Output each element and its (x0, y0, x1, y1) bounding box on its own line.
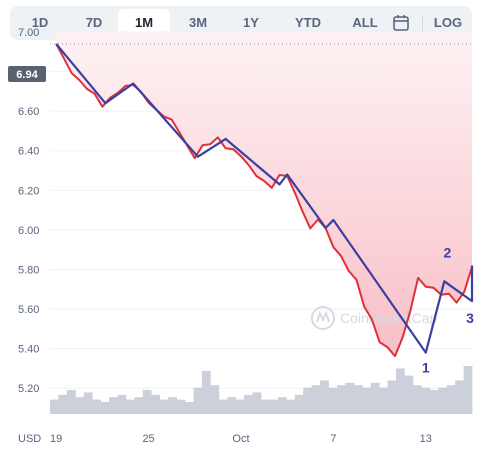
current-price-badge: 6.94 (8, 66, 46, 82)
y-tick-label: 5.40 (18, 344, 39, 356)
volume-bar (269, 399, 279, 414)
volume-bar (168, 397, 177, 414)
volume-bar (404, 375, 414, 414)
tab-all[interactable]: ALL (352, 15, 378, 30)
volume-bar (328, 387, 338, 414)
x-tick-label: 7 (330, 433, 336, 445)
volume-bar (193, 387, 203, 414)
annotation-label: 2 (443, 245, 451, 261)
volume-bar (370, 382, 380, 414)
volume-bars (50, 366, 473, 414)
volume-bar (75, 397, 85, 414)
y-axis-unit: USD (18, 433, 41, 445)
volume-bar (244, 394, 253, 414)
volume-bar (176, 399, 186, 414)
volume-bar (109, 397, 118, 414)
watermark-text: CoinMarketCap (340, 310, 437, 326)
volume-bar (126, 399, 135, 414)
y-tick-label: 6.20 (18, 185, 39, 197)
x-tick-label: 25 (142, 433, 154, 445)
y-tick-label: 6.00 (18, 225, 39, 237)
tab-ytd[interactable]: YTD (295, 15, 321, 30)
volume-bar (50, 399, 59, 414)
volume-bar (218, 399, 228, 414)
volume-bar (58, 394, 68, 414)
volume-bar (286, 399, 296, 414)
volume-bar (227, 397, 236, 414)
volume-bar (252, 392, 262, 414)
y-tick-label: 7.00 (18, 27, 39, 39)
annotations: 1 2 3 (422, 245, 474, 376)
x-tick-label: 19 (50, 433, 62, 445)
volume-bar (185, 402, 194, 414)
volume-bar (379, 387, 388, 414)
volume-bar (201, 370, 211, 414)
volume-bar (446, 385, 456, 414)
volume-bar (320, 380, 329, 414)
toolbar-divider (422, 15, 423, 31)
volume-bar (83, 392, 93, 414)
volume-bar (421, 387, 431, 414)
volume-bar (159, 399, 169, 414)
volume-bar (235, 399, 245, 414)
y-tick-label: 5.60 (18, 304, 39, 316)
volume-bar (362, 387, 372, 414)
x-tick-label: Oct (232, 433, 249, 445)
volume-bar (438, 387, 447, 414)
calendar-icon[interactable] (387, 9, 415, 37)
watermark: CoinMarketCap (311, 306, 437, 330)
volume-bar (345, 382, 355, 414)
volume-bar (294, 394, 304, 414)
volume-bar (117, 394, 127, 414)
volume-bar (92, 399, 101, 414)
y-tick-label: 6.40 (18, 146, 39, 158)
y-axis: 7.006.806.606.406.206.005.805.605.405.20 (18, 27, 39, 395)
x-axis: 19 25 Oct 7 13 (50, 433, 432, 445)
current-price-label: 6.94 (16, 69, 38, 81)
volume-bar (463, 366, 473, 414)
annotation-label: 1 (422, 359, 430, 375)
volume-bar (261, 399, 270, 414)
volume-bar (353, 385, 363, 414)
volume-bar (455, 380, 464, 414)
volume-bar (134, 397, 144, 414)
volume-bar (396, 368, 405, 414)
x-tick-label: 13 (420, 433, 432, 445)
volume-bar (210, 385, 220, 414)
price-line (55, 43, 473, 358)
volume-bar (66, 390, 76, 414)
y-tick-label: 5.20 (18, 383, 39, 395)
tab-1d[interactable]: 1D (31, 15, 49, 30)
annotation-label: 3 (466, 310, 474, 326)
tab-1y[interactable]: 1Y (243, 15, 259, 30)
y-tick-label: 6.60 (18, 106, 39, 118)
tab-7d[interactable]: 7D (85, 15, 103, 30)
volume-bar (151, 394, 161, 414)
log-toggle[interactable]: LOG (433, 15, 463, 30)
volume-bar (142, 390, 152, 414)
volume-bar (277, 397, 287, 414)
volume-bar (387, 380, 397, 414)
trend-overlay-line (55, 43, 474, 354)
volume-bar (100, 402, 110, 414)
price-area (56, 32, 472, 355)
tab-3m[interactable]: 3M (188, 15, 208, 30)
y-tick-label: 5.80 (18, 264, 39, 276)
volume-bar (337, 385, 346, 414)
volume-bar (311, 385, 321, 414)
volume-bar (429, 390, 439, 414)
volume-bar (303, 387, 312, 414)
volume-bar (412, 385, 422, 414)
